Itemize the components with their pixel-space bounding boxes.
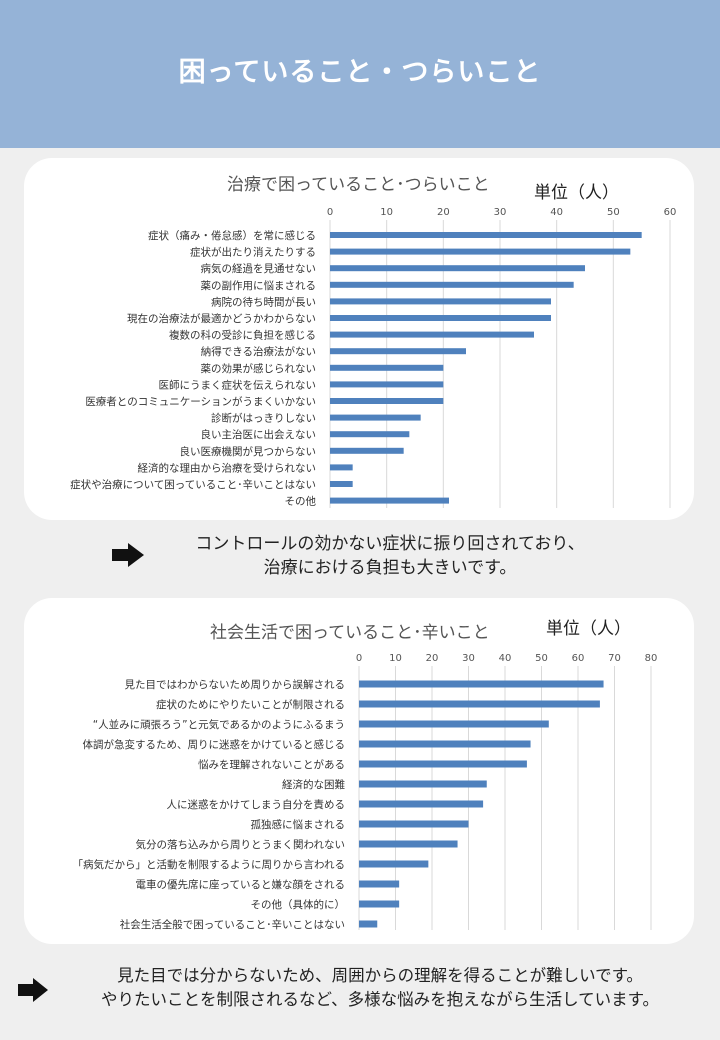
category-label: 医師にうまく症状を伝えられない xyxy=(159,378,317,391)
bar xyxy=(359,840,458,848)
x-tick-label: 30 xyxy=(462,653,475,664)
bar xyxy=(330,481,353,487)
category-label: 「病気だから」と活動を制限するように周りから言われる xyxy=(73,858,345,871)
bar xyxy=(330,497,449,504)
bar xyxy=(330,464,353,471)
x-tick-label: 60 xyxy=(664,207,677,218)
bar xyxy=(359,780,487,788)
x-tick-label: 0 xyxy=(356,653,362,664)
category-label: 診断がはっきりしない xyxy=(211,412,316,425)
category-label: 薬の効果が感じられない xyxy=(201,362,317,375)
bar xyxy=(359,820,469,828)
bar xyxy=(330,298,551,305)
bar xyxy=(330,331,534,338)
bar xyxy=(359,860,429,868)
category-label: 医療者とのコミュニケーションがうまくいかない xyxy=(85,395,316,408)
category-label: 現在の治療法が最適かどうかわからない xyxy=(127,312,316,325)
category-label: その他（具体的に） xyxy=(251,898,346,911)
bar xyxy=(330,381,444,388)
bar xyxy=(359,800,484,808)
category-label: 体調が急変するため、周りに迷惑をかけていると感じる xyxy=(83,738,346,751)
category-label: その他 xyxy=(285,495,317,508)
category-label: “人並みに頑張ろう”と元気であるかのようにふるまう xyxy=(93,718,345,731)
bar xyxy=(330,398,444,404)
category-label: 良い主治医に出会えない xyxy=(201,428,317,441)
category-label: 病院の待ち時間が長い xyxy=(211,295,316,308)
bar xyxy=(359,900,400,908)
chart-title: 治療で困っていること･つらいこと xyxy=(227,175,490,195)
header-banner: 困っていること・つらいこと xyxy=(0,0,720,148)
summary-line: やりたいことを制限されるなど、多様な悩みを抱えながら生活しています。 xyxy=(100,990,660,1009)
category-label: 症状（痛み・倦怠感）を常に感じる xyxy=(148,229,316,242)
bar-chart-treatment: 0 10 20 30 40 50 60 症状（痛み・倦怠感）を常に感じる症状が出たり消えたりす… xyxy=(70,207,677,508)
x-tick-label: 20 xyxy=(437,207,450,218)
bar-chart-social: 0 10 20 30 40 50 60 70 80 見た目ではわからないため周りから誤解される症状… xyxy=(73,653,658,931)
category-label: 孤独感に悩まされる xyxy=(251,818,346,831)
bar xyxy=(359,740,531,748)
unit-label: 単位（人） xyxy=(546,619,631,639)
x-tick-label: 40 xyxy=(550,207,563,218)
category-label: 見た目ではわからないため周りから誤解される xyxy=(125,678,346,691)
x-tick-label: 80 xyxy=(645,653,658,664)
bar xyxy=(330,348,466,355)
arrow-icon xyxy=(18,978,48,1002)
category-label: 複数の科の受診に負担を感じる xyxy=(169,329,316,342)
bar xyxy=(330,265,585,272)
category-label: 人に迷惑をかけてしまう自分を責める xyxy=(167,798,346,811)
category-label: 症状や治療について困っていること･辛いことはない xyxy=(70,478,316,491)
chart-title: 社会生活で困っていること･辛いこと xyxy=(210,623,490,643)
category-label: 電車の優先席に座っていると嫌な顔をされる xyxy=(136,878,345,891)
bar xyxy=(359,700,600,708)
category-label: 薬の副作用に悩まされる xyxy=(201,279,317,292)
x-tick-label: 30 xyxy=(494,207,507,218)
category-label: 社会生活全般で困っていること･辛いことはない xyxy=(120,918,345,931)
chart-card-treatment: 治療で困っていること･つらいこと 単位（人） 0 10 20 30 40 50 60 症状（痛… xyxy=(24,158,694,520)
bar xyxy=(330,232,642,238)
x-tick-label: 50 xyxy=(607,207,620,218)
unit-label: 単位（人） xyxy=(534,183,619,203)
category-label: 経済的な理由から治療を受けられない xyxy=(138,461,317,474)
summary-note: 見た目では分からないため、周囲からの理解を得ることが難しいです。 やりたいことを… xyxy=(50,964,710,1012)
x-tick-label: 40 xyxy=(499,653,512,664)
arrow-icon xyxy=(112,543,144,567)
summary-line: 治療における負担も大きいです。 xyxy=(263,558,517,578)
bar xyxy=(330,447,404,454)
summary-note: コントロールの効かない症状に振り回されており、 治療における負担も大きいです。 xyxy=(140,532,640,580)
category-label: 納得できる治療法がない xyxy=(201,345,316,358)
bar xyxy=(359,760,527,768)
bar xyxy=(359,680,604,688)
bar xyxy=(330,414,421,421)
category-label: 症状のためにやりたいことが制限される xyxy=(156,698,345,711)
x-tick-label: 20 xyxy=(426,653,439,664)
bar xyxy=(359,880,400,888)
summary-line: コントロールの効かない症状に振り回されており、 xyxy=(195,534,585,554)
bar xyxy=(330,315,551,321)
category-label: 病気の経過を見通せない xyxy=(201,262,317,275)
bar xyxy=(330,248,631,255)
x-tick-label: 60 xyxy=(572,653,585,664)
x-tick-label: 0 xyxy=(327,207,333,218)
category-label: 症状が出たり消えたりする xyxy=(190,246,316,259)
chart-card-social: 社会生活で困っていること･辛いこと 単位（人） 0 10 20 30 40 50 60 70 8… xyxy=(24,598,694,944)
category-label: 良い医療機関が見つからない xyxy=(180,445,317,458)
bar xyxy=(330,281,574,288)
summary-line: 見た目では分からないため、周囲からの理解を得ることが難しいです。 xyxy=(117,966,643,985)
x-tick-label: 70 xyxy=(608,653,621,664)
x-tick-label: 10 xyxy=(389,653,402,664)
category-label: 経済的な困難 xyxy=(282,778,345,791)
x-tick-label: 50 xyxy=(535,653,548,664)
bar xyxy=(359,720,549,728)
page-title: 困っていること・つらいこと xyxy=(178,57,542,88)
category-label: 悩みを理解されないことがある xyxy=(198,758,345,771)
bar xyxy=(330,364,444,371)
category-label: 気分の落ち込みから周りとうまく関われない xyxy=(136,838,345,851)
x-tick-label: 10 xyxy=(380,207,393,218)
bar xyxy=(359,920,378,928)
bar xyxy=(330,431,410,438)
